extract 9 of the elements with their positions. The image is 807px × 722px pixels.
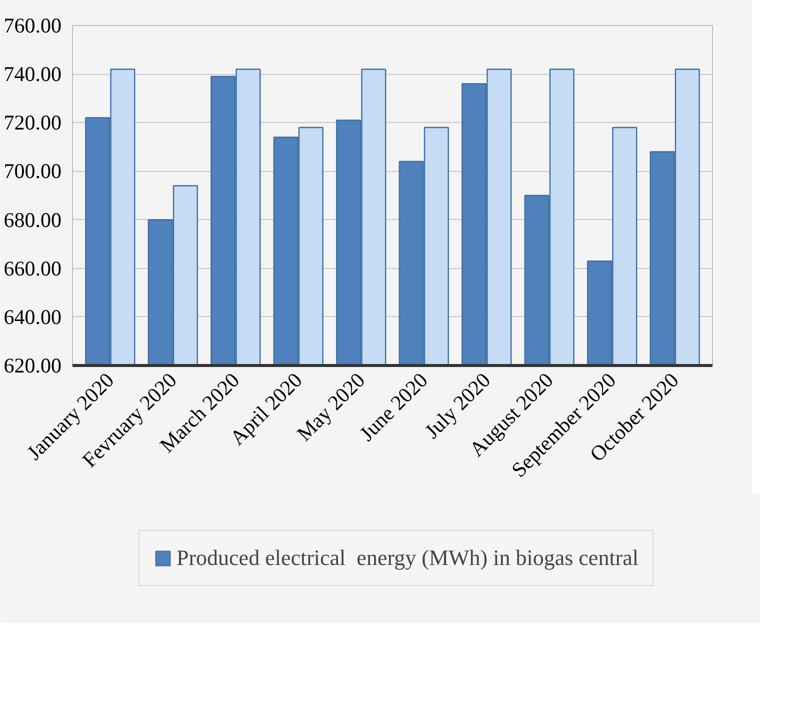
y-tick-label: 660.00: [4, 256, 62, 280]
y-tick-label: 740.00: [4, 62, 62, 86]
y-tick-label: 620.00: [4, 354, 62, 378]
y-tick-label: 640.00: [4, 304, 62, 329]
legend-label: Produced electrical energy (MWh) in biogas central: [176, 545, 639, 571]
y-tick-label: 680.00: [4, 208, 62, 232]
y-tick-label: 720.00: [4, 110, 62, 135]
y-tick-label: 760.00: [4, 14, 62, 38]
y-tick-label: 700.00: [4, 159, 62, 184]
